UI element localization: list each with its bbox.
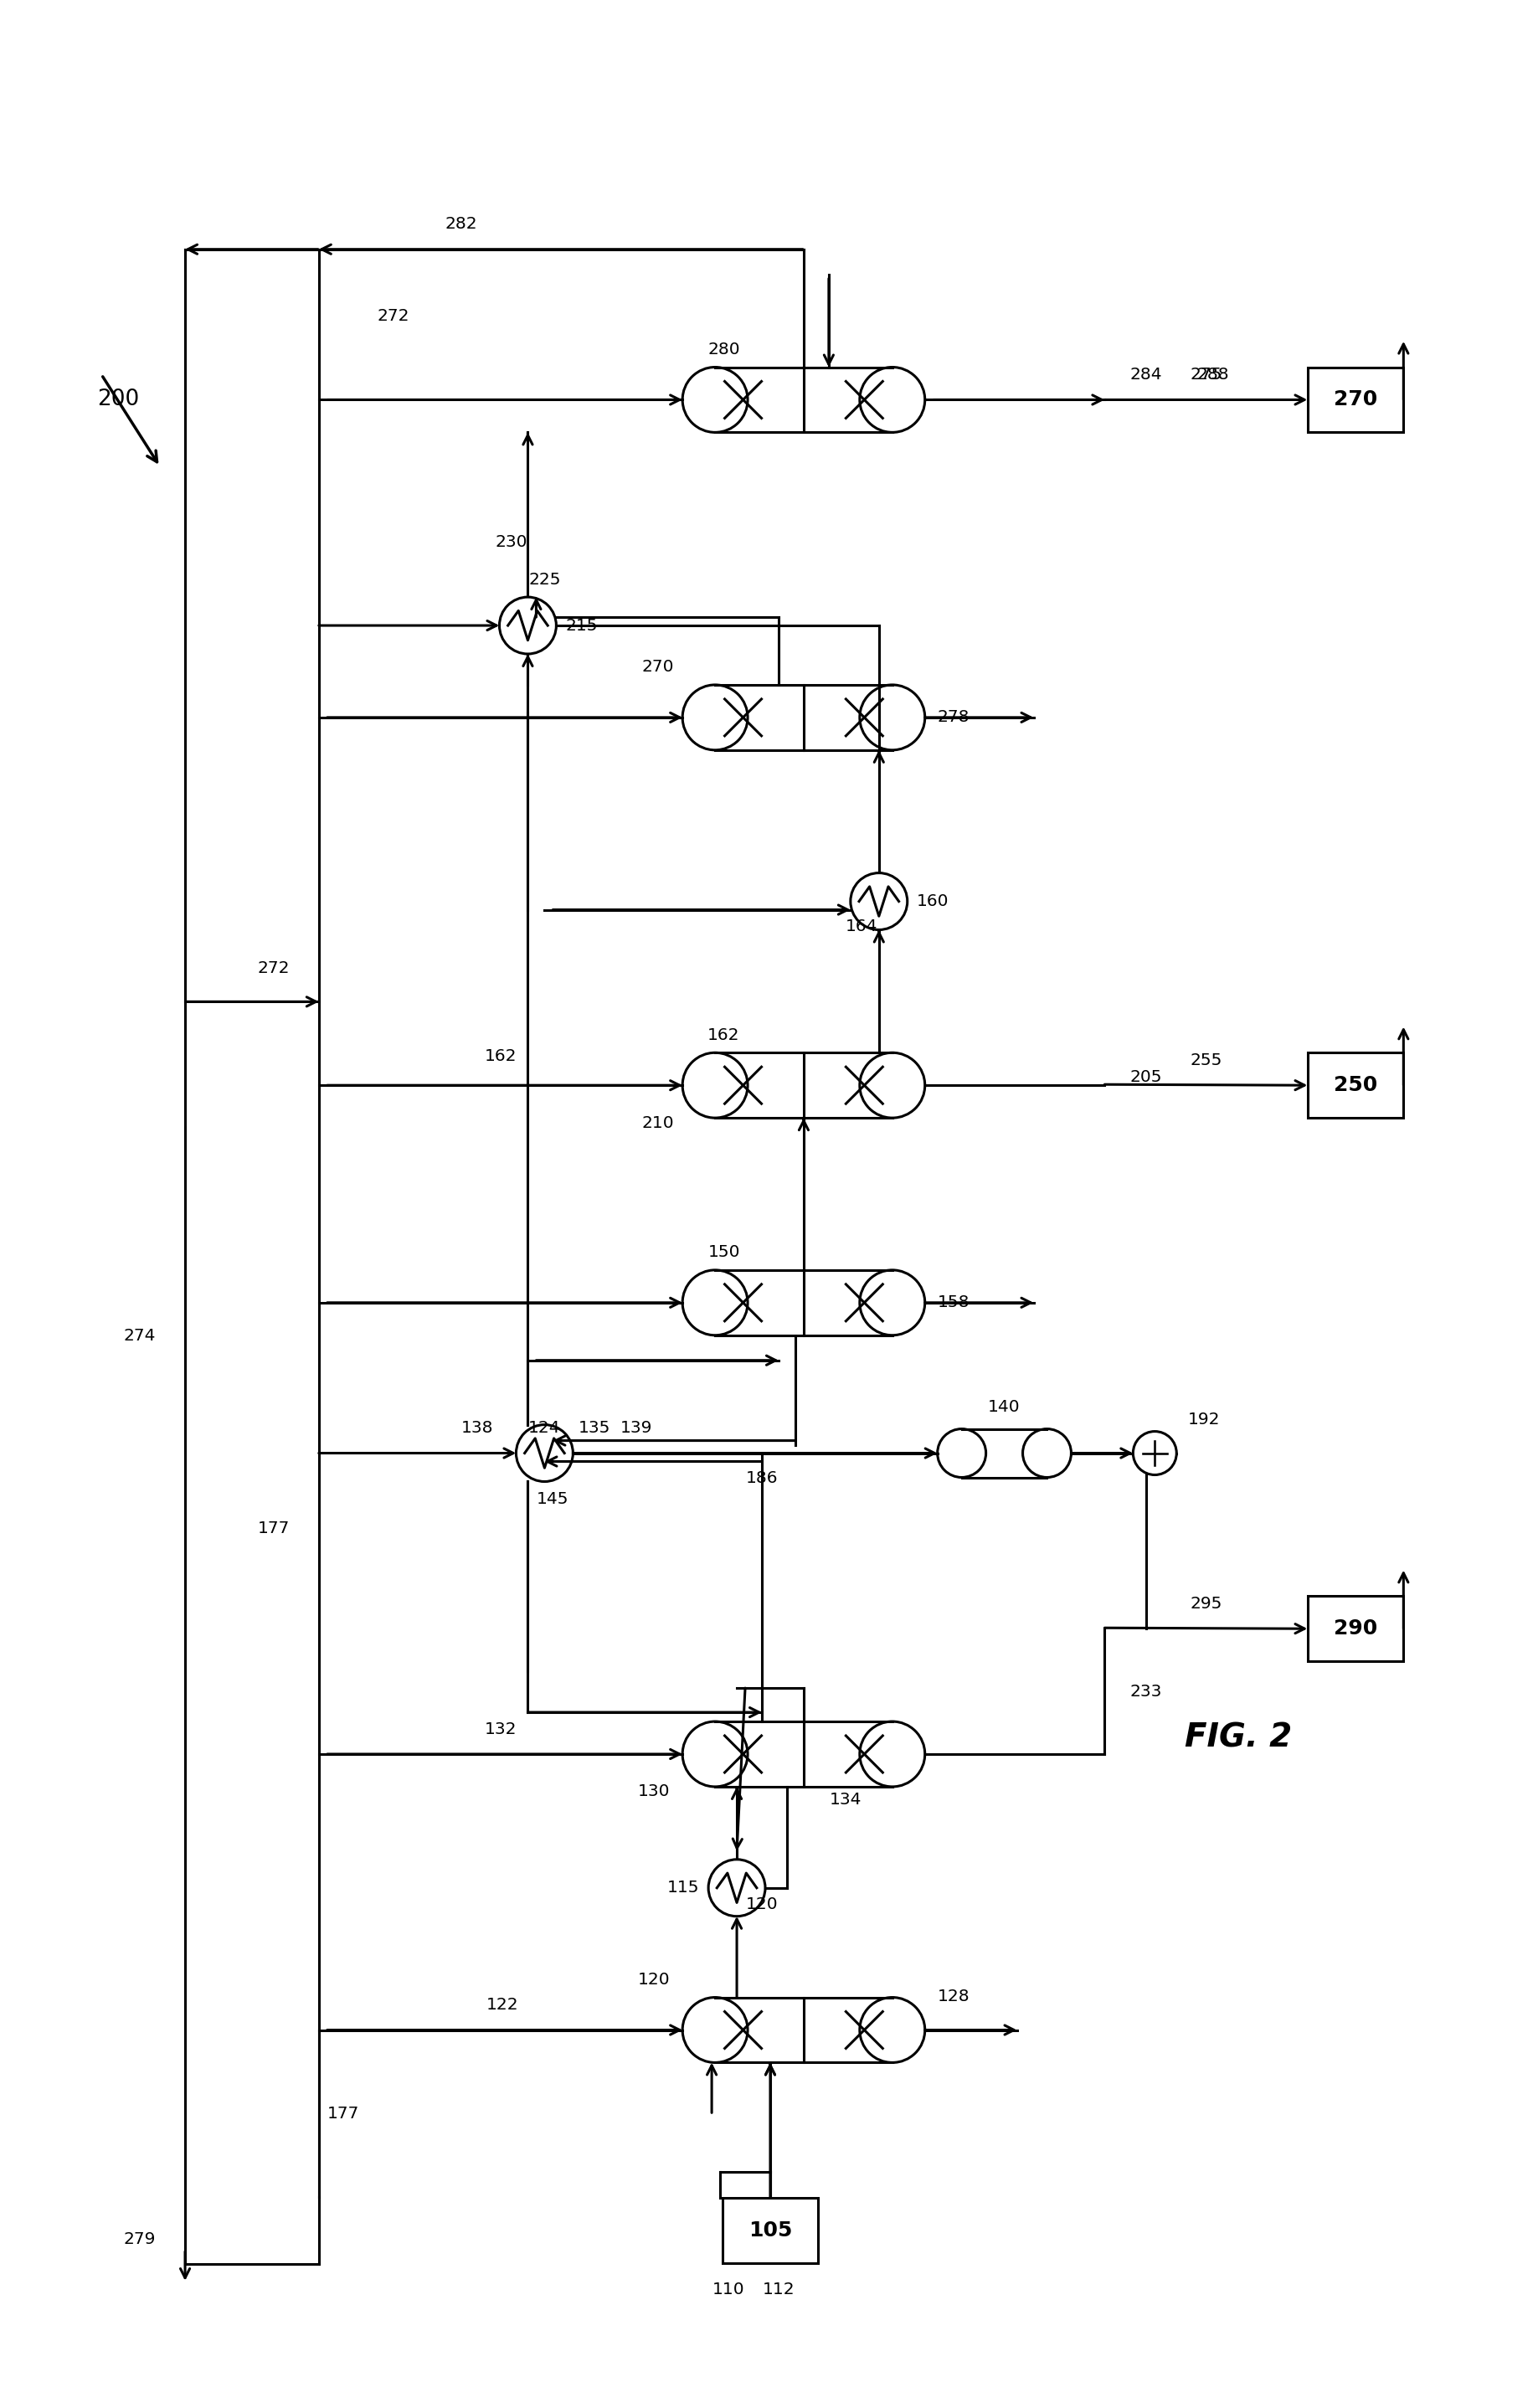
Ellipse shape <box>683 684 747 749</box>
Bar <box>1307 1052 1404 1117</box>
Text: 272: 272 <box>377 308 409 325</box>
Text: 210: 210 <box>641 1115 674 1132</box>
Text: 139: 139 <box>620 1421 652 1435</box>
Text: 162: 162 <box>484 1047 517 1064</box>
Bar <box>715 684 892 749</box>
Text: 158: 158 <box>938 1296 969 1310</box>
Text: 120: 120 <box>746 1898 778 1912</box>
Ellipse shape <box>860 1052 924 1117</box>
Text: 279: 279 <box>123 2232 155 2247</box>
Text: 200: 200 <box>97 388 140 412</box>
Text: 145: 145 <box>537 1491 569 1507</box>
Bar <box>961 1428 1047 1479</box>
Text: 120: 120 <box>638 1972 671 1987</box>
Text: 122: 122 <box>486 1996 518 2013</box>
Ellipse shape <box>860 684 924 749</box>
Text: 274: 274 <box>123 1329 155 1344</box>
Ellipse shape <box>683 1996 747 2064</box>
Text: 270: 270 <box>1333 390 1378 409</box>
Text: 115: 115 <box>667 1881 700 1895</box>
Ellipse shape <box>683 1269 747 1336</box>
Ellipse shape <box>860 1269 924 1336</box>
Text: 186: 186 <box>746 1471 778 1486</box>
Text: 130: 130 <box>638 1784 671 1799</box>
Ellipse shape <box>938 1428 986 1479</box>
Circle shape <box>500 597 557 655</box>
Text: 270: 270 <box>641 660 674 674</box>
Ellipse shape <box>1023 1428 1070 1479</box>
Text: 278: 278 <box>938 710 969 725</box>
Text: 160: 160 <box>917 893 949 910</box>
Text: 112: 112 <box>763 2280 795 2297</box>
Circle shape <box>851 874 907 929</box>
Bar <box>723 2199 818 2264</box>
Bar <box>715 1996 892 2064</box>
Ellipse shape <box>683 1052 747 1117</box>
Text: 132: 132 <box>484 1722 517 1736</box>
Text: 205: 205 <box>1130 1069 1161 1086</box>
Text: 124: 124 <box>529 1421 561 1435</box>
Circle shape <box>1134 1430 1177 1474</box>
Circle shape <box>709 1859 766 1917</box>
Ellipse shape <box>860 1996 924 2064</box>
Circle shape <box>517 1426 574 1481</box>
Text: 177: 177 <box>328 2105 360 2121</box>
Text: 275: 275 <box>1190 366 1223 383</box>
Text: 272: 272 <box>257 961 289 975</box>
Text: 134: 134 <box>829 1792 861 1808</box>
Text: 162: 162 <box>707 1028 740 1043</box>
Text: 192: 192 <box>1189 1411 1221 1428</box>
Text: 150: 150 <box>707 1245 740 1259</box>
Text: 284: 284 <box>1130 366 1163 383</box>
Text: 233: 233 <box>1130 1683 1161 1700</box>
Text: 288: 288 <box>1197 366 1229 383</box>
Text: 128: 128 <box>938 1989 970 2003</box>
Text: 164: 164 <box>846 917 878 934</box>
Bar <box>1307 1597 1404 1662</box>
Text: 105: 105 <box>749 2220 792 2242</box>
Text: 280: 280 <box>707 342 740 356</box>
Text: 135: 135 <box>578 1421 611 1435</box>
Text: 230: 230 <box>495 535 528 549</box>
Bar <box>715 366 892 433</box>
Text: 138: 138 <box>461 1421 494 1435</box>
Text: 290: 290 <box>1333 1618 1378 1640</box>
Text: 225: 225 <box>529 571 561 588</box>
Bar <box>1307 366 1404 433</box>
Ellipse shape <box>860 1722 924 1787</box>
Text: 177: 177 <box>257 1519 289 1536</box>
Ellipse shape <box>683 1722 747 1787</box>
Text: 255: 255 <box>1190 1052 1223 1069</box>
Ellipse shape <box>683 366 747 433</box>
Text: 110: 110 <box>712 2280 744 2297</box>
Bar <box>715 1269 892 1336</box>
Ellipse shape <box>860 366 924 433</box>
Text: 295: 295 <box>1190 1597 1223 1611</box>
Bar <box>715 1052 892 1117</box>
Bar <box>715 1722 892 1787</box>
Text: FIG. 2: FIG. 2 <box>1184 1722 1292 1753</box>
Text: 215: 215 <box>566 616 598 633</box>
Text: 140: 140 <box>987 1399 1021 1416</box>
Text: 250: 250 <box>1333 1076 1378 1096</box>
Text: 282: 282 <box>444 217 477 231</box>
